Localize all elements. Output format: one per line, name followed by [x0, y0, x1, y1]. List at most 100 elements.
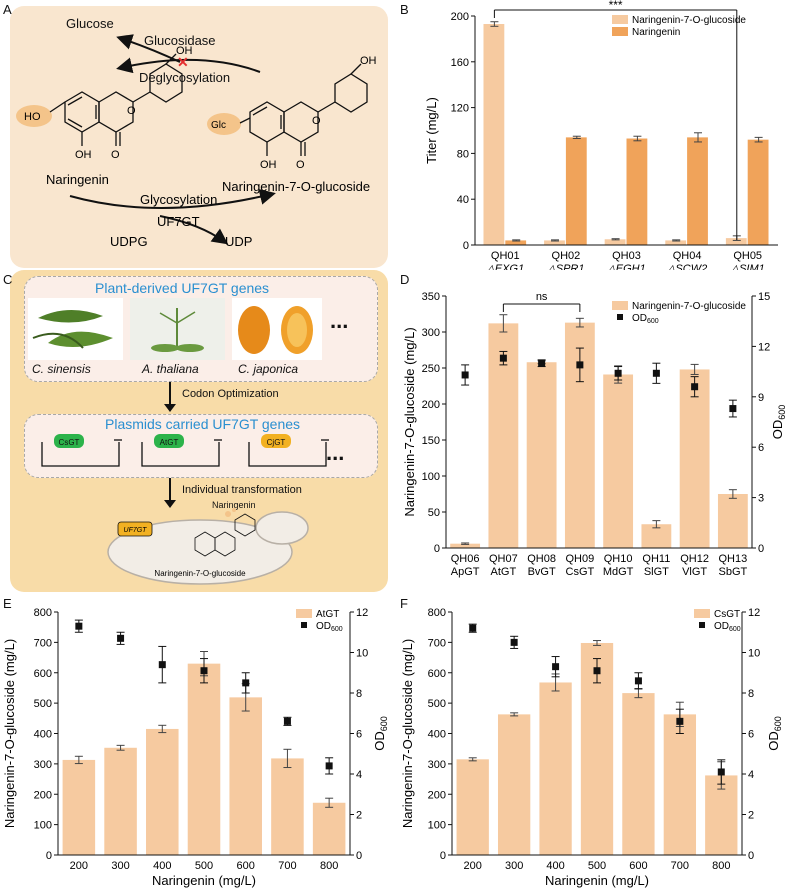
- codon-arrow: [164, 382, 176, 412]
- bar-d-0-0: [450, 543, 481, 548]
- x-tick-label: QH08: [527, 553, 556, 565]
- legend-label: OD600: [632, 313, 659, 325]
- y-axis-label: Naringenin-7-O-glucoside (mg/L): [2, 639, 17, 828]
- x-tick-label: QH13: [719, 553, 748, 565]
- bar-b-1-3: [687, 137, 708, 245]
- bar-d-0-7: [717, 494, 748, 548]
- y-tick-label: 100: [422, 471, 440, 483]
- x-sub-label: CsGT: [566, 566, 595, 578]
- x-tick-label: 600: [237, 860, 255, 872]
- od-point-e-0: [75, 622, 83, 630]
- y2-tick-label: 6: [758, 442, 764, 454]
- x-tick-label: 600: [629, 860, 647, 872]
- y2-tick-label: 8: [356, 688, 362, 700]
- bar-e-0-5: [271, 758, 304, 855]
- panel-label-e: E: [3, 596, 12, 611]
- glucosidase-label: Glucosidase: [144, 33, 216, 48]
- bar-b-0-2: [604, 239, 626, 245]
- x-sub-label: SlGT: [644, 566, 669, 578]
- bar-b-0-3: [665, 240, 687, 245]
- y2-tick-label: 2: [748, 810, 754, 822]
- x-sub-label: ApGT: [451, 566, 480, 578]
- od-point-d-2: [538, 359, 546, 367]
- panel-a-scheme: ✕ HO OH O O OH Naringenin Glc OH O: [16, 34, 377, 249]
- sinensis-label: C. sinensis: [32, 362, 91, 376]
- legend-marker: [699, 622, 705, 628]
- y-tick-label: 40: [457, 194, 469, 206]
- y-tick-label: 700: [428, 637, 446, 649]
- legend-label: Naringenin-7-O-glucoside: [632, 301, 746, 312]
- y-tick-label: 0: [46, 850, 52, 862]
- bar-f-0-5: [663, 714, 697, 855]
- bar-f-0-1: [497, 714, 531, 855]
- y2-tick-label: 12: [356, 607, 368, 619]
- x-tick-label: QH02: [552, 250, 581, 262]
- plant-genes-title: Plant-derived UF7GT genes: [95, 280, 270, 296]
- y-axis-label: Titer (mg/L): [424, 97, 439, 164]
- od-point-f-5: [676, 717, 684, 725]
- significance-label: ns: [536, 291, 548, 303]
- y-tick-label: 350: [422, 291, 440, 303]
- legend-marker: [301, 622, 307, 628]
- x-tick-label: QH05: [733, 250, 762, 262]
- ketone-o-right: O: [296, 159, 305, 171]
- y-tick-label: 50: [428, 507, 440, 519]
- cell-product-label: Naringenin-7-O-glucoside: [154, 569, 246, 578]
- udpg-label: UDPG: [110, 234, 148, 249]
- legend-swatch: [694, 609, 710, 618]
- panel-label-f: F: [400, 596, 408, 611]
- bar-b-1-2: [626, 138, 648, 245]
- bar-b-0-0: [483, 24, 505, 245]
- y2-tick-label: 6: [356, 729, 362, 741]
- bar-f-0-2: [539, 682, 572, 855]
- legend-swatch: [612, 27, 628, 36]
- glycosylation-label: Glycosylation: [140, 192, 217, 207]
- x-sub-label: △SPR1: [546, 263, 584, 270]
- bar-f-0-0: [456, 759, 489, 855]
- x-tick-label: 800: [712, 860, 730, 872]
- x-tick-label: QH03: [612, 250, 641, 262]
- y-tick-label: 800: [428, 607, 446, 619]
- legend-label: Naringenin-7-O-glucoside: [632, 15, 746, 26]
- legend-swatch: [612, 15, 628, 24]
- x-tick-label: 200: [464, 860, 482, 872]
- bar-e-0-4: [229, 697, 262, 855]
- oh-label-left-bottom: OH: [75, 149, 92, 161]
- x-tick-label: QH09: [566, 553, 595, 565]
- oh-label-right-top: OH: [360, 55, 377, 67]
- y-tick-label: 80: [457, 148, 469, 160]
- y2-tick-label: 15: [758, 291, 770, 303]
- cell-gene-label: UF7GT: [124, 527, 148, 534]
- y2-axis-label: OD600: [372, 716, 389, 751]
- y-tick-label: 0: [434, 543, 440, 555]
- x-tick-label: 200: [70, 860, 88, 872]
- y-tick-label: 0: [440, 850, 446, 862]
- cell-naringenin-label: Naringenin: [212, 500, 256, 510]
- od-point-f-4: [634, 677, 642, 685]
- od-point-f-2: [552, 663, 560, 671]
- bar-b-0-4: [725, 238, 747, 245]
- panel-label-b: B: [400, 2, 409, 17]
- y2-tick-label: 0: [758, 543, 764, 555]
- x-tick-label: QH07: [489, 553, 518, 565]
- legend-label: Naringenin: [632, 27, 680, 38]
- x-tick-label: QH12: [680, 553, 709, 565]
- y2-tick-label: 10: [356, 648, 368, 660]
- y2-tick-label: 2: [356, 810, 362, 822]
- y2-tick-label: 3: [758, 493, 764, 505]
- bar-d-0-6: [679, 369, 710, 548]
- plasmids-box: [24, 414, 378, 478]
- glucoside-label: Naringenin-7-O-glucoside: [222, 179, 370, 194]
- legend-label: AtGT: [316, 609, 339, 620]
- bar-b-1-1: [565, 137, 587, 245]
- japonica-label: C. japonica: [238, 362, 299, 376]
- x-sub-label: △SIM1: [730, 263, 765, 270]
- y-tick-label: 200: [34, 789, 52, 801]
- y-tick-label: 250: [422, 363, 440, 375]
- ketone-o-left: O: [111, 149, 120, 161]
- bar-d-0-5: [641, 524, 672, 548]
- y-tick-label: 200: [428, 789, 446, 801]
- x-tick-label: 500: [588, 860, 606, 872]
- csgt-gene-block: [54, 434, 84, 448]
- od-point-e-6: [325, 762, 333, 770]
